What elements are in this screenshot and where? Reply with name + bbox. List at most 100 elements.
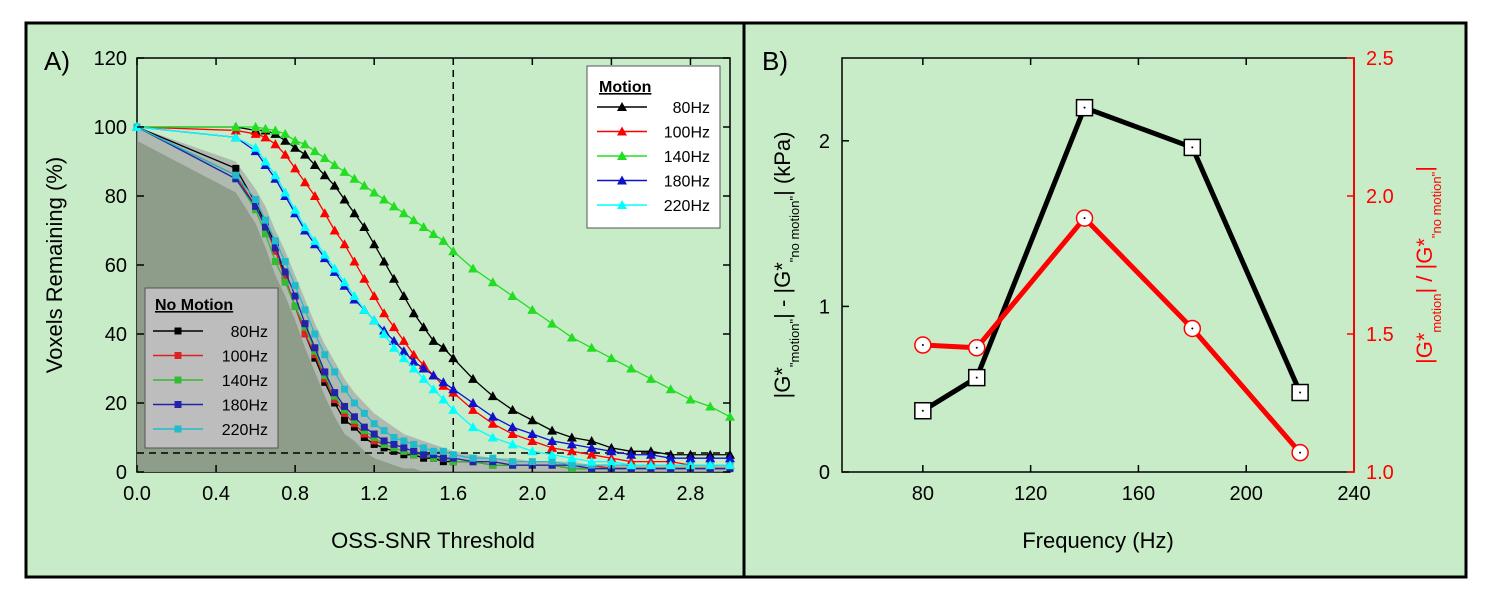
legend-motion-label-80Hz: 80Hz <box>673 100 710 117</box>
motion-point-220Hz <box>250 142 261 152</box>
motion-point-100Hz <box>290 163 301 173</box>
motion-point-140Hz <box>438 235 449 245</box>
nomotion-point-180Hz <box>370 430 378 438</box>
nomotion-point-220Hz <box>271 237 279 245</box>
nomotion-point-220Hz <box>390 434 398 441</box>
y2-label-part-5: | <box>1412 166 1437 172</box>
motion-point-140Hz <box>468 263 479 273</box>
motion-point-80Hz <box>487 391 498 401</box>
motion-point-180Hz <box>527 429 538 439</box>
nomotion-point-180Hz <box>410 447 418 455</box>
nomotion-point-220Hz <box>341 385 349 393</box>
nomotion-point-180Hz <box>420 451 428 459</box>
motion-point-140Hz <box>448 246 459 256</box>
point-center-dot <box>1299 391 1302 394</box>
point-center-dot <box>1191 146 1194 149</box>
motion-point-220Hz <box>428 384 439 394</box>
motion-point-140Hz <box>349 173 360 183</box>
motion-point-220Hz <box>586 456 597 466</box>
y-tick-label-a: 100 <box>94 117 127 139</box>
motion-point-140Hz <box>319 153 330 163</box>
motion-point-180Hz <box>448 384 459 394</box>
panel-a-label: A) <box>44 46 70 76</box>
motion-point-100Hz <box>339 239 350 249</box>
svg-text:|G*"motion"| - |G*"no motion"|: |G*"motion"| - |G*"no motion"| (kPa) <box>770 131 802 398</box>
motion-point-140Hz <box>359 180 370 190</box>
y1-label-part-3: | - |G* <box>770 262 795 319</box>
motion-point-140Hz <box>398 208 409 218</box>
nomotion-point-220Hz <box>350 399 358 407</box>
x-axis-label-b: Frequency (Hz) <box>1022 528 1174 553</box>
motion-point-140Hz <box>418 222 429 232</box>
nomotion-point-180Hz <box>281 268 289 276</box>
motion-point-80Hz <box>418 322 429 332</box>
x-tick-label-a: 0.8 <box>281 483 309 505</box>
y2-axis-label-b: |G*motion| / |G*"no motion"| <box>1412 166 1444 364</box>
motion-point-140Hz <box>329 159 340 169</box>
motion-point-140Hz <box>665 384 676 394</box>
legend-motion-label-180Hz: 180Hz <box>664 174 710 191</box>
motion-point-100Hz <box>398 335 409 345</box>
y2-label-part-1: |G* <box>1412 332 1437 364</box>
motion-point-100Hz <box>408 349 419 359</box>
legend-nomotion-marker-140Hz <box>174 376 182 384</box>
motion-point-140Hz <box>547 318 558 328</box>
motion-point-80Hz <box>527 415 538 425</box>
motion-point-220Hz <box>369 315 380 325</box>
point-center-dot <box>921 344 924 347</box>
x-tick-label-b: 120 <box>1014 483 1047 505</box>
motion-point-140Hz <box>388 201 399 211</box>
motion-point-220Hz <box>606 456 617 466</box>
motion-point-140Hz <box>685 394 696 404</box>
y1-tick-label-b: 2 <box>819 131 830 153</box>
motion-point-220Hz <box>260 156 271 166</box>
legend-motion-title: Motion <box>599 79 651 96</box>
legend-nomotion-label-140Hz: 140Hz <box>222 373 268 390</box>
motion-point-180Hz <box>487 411 498 421</box>
legend-nomotion-title: No Motion <box>155 297 233 314</box>
y-axis-label-a: Voxels Remaining (%) <box>42 157 67 373</box>
legend-nomotion-label-180Hz: 180Hz <box>222 398 268 415</box>
motion-point-220Hz <box>349 291 360 301</box>
motion-point-100Hz <box>280 149 291 159</box>
nomotion-point-140Hz <box>261 230 269 238</box>
motion-point-80Hz <box>309 159 320 169</box>
motion-point-80Hz <box>398 291 409 301</box>
motion-point-220Hz <box>507 439 518 449</box>
nomotion-point-180Hz <box>400 444 408 452</box>
point-center-dot <box>1299 451 1302 454</box>
motion-point-80Hz <box>359 222 370 232</box>
motion-point-220Hz <box>379 329 390 338</box>
motion-point-220Hz <box>418 373 429 383</box>
motion-point-80Hz <box>290 142 301 152</box>
motion-point-220Hz <box>339 277 350 287</box>
motion-point-220Hz <box>230 132 241 142</box>
y1-tick-label-b: 1 <box>819 296 830 318</box>
shaded-band-dark <box>137 140 730 473</box>
motion-point-220Hz <box>270 170 281 180</box>
legend-nomotion: No Motion 80Hz 100Hz 140Hz 180Hz 220Hz <box>144 287 279 449</box>
panel-b-label: B) <box>762 46 788 76</box>
panel-a: A) 0.0 0.4 0.8 1.2 1.6 2.0 2.4 2.8 0 20 40 60 80 100 1… <box>24 21 746 579</box>
motion-point-80Hz <box>586 435 597 445</box>
motion-point-100Hz <box>586 449 597 459</box>
nomotion-point-220Hz <box>232 171 240 179</box>
nomotion-point-180Hz <box>261 223 269 231</box>
y2-tick-label-b: 1.0 <box>1366 462 1394 484</box>
point-center-dot <box>975 376 978 379</box>
point-center-dot <box>1083 106 1086 109</box>
motion-point-140Hz <box>566 332 577 342</box>
motion-point-220Hz <box>487 432 498 442</box>
motion-point-220Hz <box>626 460 637 470</box>
motion-point-140Hz <box>408 215 419 225</box>
x-tick-label-a: 2.8 <box>677 483 705 505</box>
motion-point-180Hz <box>388 335 399 345</box>
nomotion-point-220Hz <box>380 427 388 435</box>
motion-point-140Hz <box>280 128 291 138</box>
legend-nomotion-marker-180Hz <box>174 401 182 408</box>
motion-point-80Hz <box>329 180 340 190</box>
svg-text:|G*motion| / |G*"no motion"|: |G*motion| / |G*"no motion"| <box>1412 166 1444 364</box>
motion-point-180Hz <box>398 346 409 356</box>
nomotion-point-220Hz <box>252 195 260 203</box>
